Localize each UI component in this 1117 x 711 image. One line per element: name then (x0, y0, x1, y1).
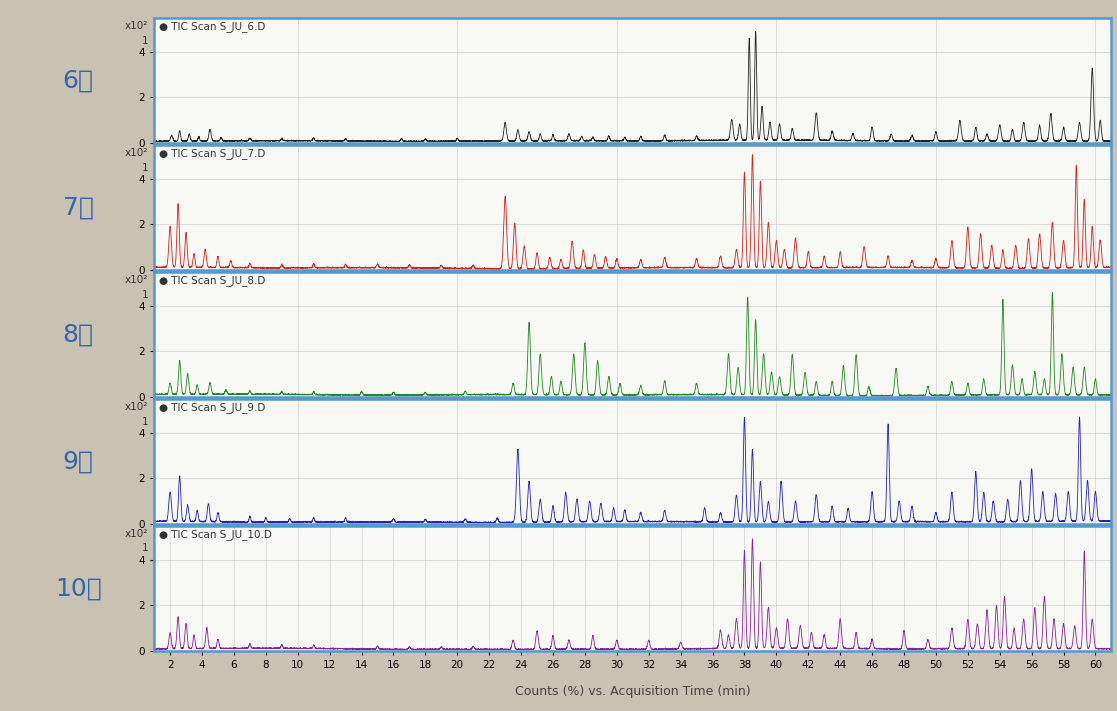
Text: ● TIC Scan S_JU_9.D: ● TIC Scan S_JU_9.D (159, 402, 266, 413)
Text: 6월: 6월 (63, 68, 94, 92)
Text: Counts (%) vs. Acquisition Time (min): Counts (%) vs. Acquisition Time (min) (515, 685, 751, 697)
Text: x10²: x10² (125, 21, 149, 31)
Text: x10²: x10² (125, 402, 149, 412)
Text: 1: 1 (142, 543, 149, 553)
Text: 1: 1 (142, 289, 149, 299)
Text: 1: 1 (142, 36, 149, 46)
Text: 10월: 10월 (55, 576, 102, 600)
Text: ● TIC Scan S_JU_6.D: ● TIC Scan S_JU_6.D (159, 21, 266, 33)
Text: x10²: x10² (125, 529, 149, 539)
Text: 7월: 7월 (63, 196, 94, 219)
Text: 1: 1 (142, 163, 149, 173)
Text: ● TIC Scan S_JU_8.D: ● TIC Scan S_JU_8.D (159, 275, 266, 287)
Text: ● TIC Scan S_JU_7.D: ● TIC Scan S_JU_7.D (159, 149, 266, 159)
Text: x10²: x10² (125, 149, 149, 159)
Text: ● TIC Scan S_JU_10.D: ● TIC Scan S_JU_10.D (159, 530, 271, 540)
Text: 9월: 9월 (63, 449, 94, 473)
Text: x10²: x10² (125, 275, 149, 285)
Text: 1: 1 (142, 417, 149, 427)
Text: 8월: 8월 (63, 322, 94, 346)
